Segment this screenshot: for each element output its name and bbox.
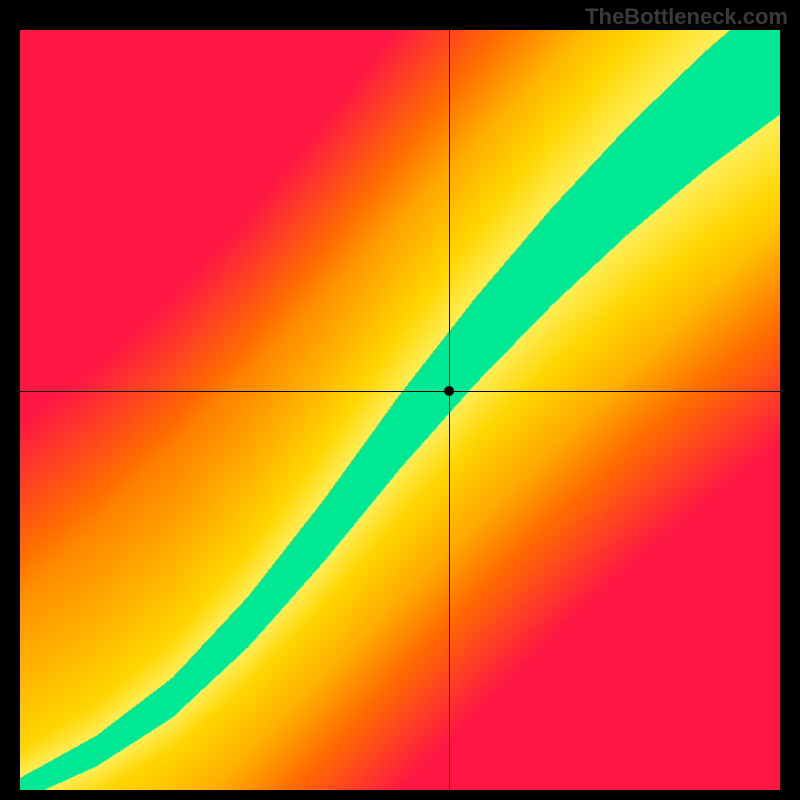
- crosshair-marker: [444, 386, 454, 396]
- heatmap-canvas: [20, 30, 780, 790]
- crosshair-vertical: [449, 30, 450, 790]
- bottleneck-heatmap-plot: [20, 30, 780, 790]
- watermark-text: TheBottleneck.com: [585, 4, 788, 30]
- crosshair-horizontal: [20, 391, 780, 392]
